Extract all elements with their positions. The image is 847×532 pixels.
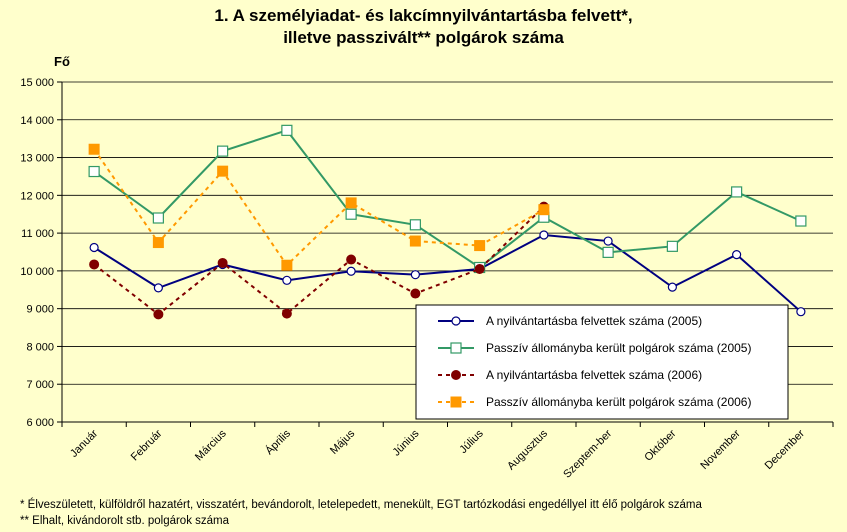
- legend-marker: [451, 316, 461, 326]
- chart-title-line-1: 1. A személyiadat- és lakcímnyilvántartá…: [214, 6, 633, 25]
- legend-marker: [450, 342, 462, 354]
- data-point: [731, 186, 743, 198]
- data-point: [732, 250, 742, 260]
- data-point: [409, 219, 421, 231]
- legend-label: A nyilvántartásba felvettek száma (2006): [486, 368, 702, 382]
- legend: A nyilvántartásba felvettek száma (2005)…: [415, 304, 789, 420]
- data-point: [152, 212, 164, 224]
- data-point: [409, 235, 421, 247]
- footnote-1: * Élveszületett, külföldről hazatért, vi…: [20, 499, 702, 511]
- x-tick-label: Június: [391, 427, 422, 458]
- data-point: [346, 254, 357, 265]
- series-line-3: [93, 205, 545, 316]
- data-point: [539, 230, 549, 240]
- x-tick-label: December: [763, 427, 808, 472]
- series-line-4: [93, 148, 545, 267]
- data-point: [667, 282, 677, 292]
- series-line-1: [93, 233, 802, 313]
- data-point: [795, 215, 807, 227]
- data-point: [410, 270, 420, 280]
- data-point: [796, 307, 806, 317]
- data-point: [666, 240, 678, 252]
- chart-title-line-2: illetve passzivált** polgárok száma: [283, 28, 564, 47]
- y-tick-label: 14 000: [20, 115, 54, 127]
- legend-marker: [450, 396, 462, 408]
- y-tick-label: 10 000: [20, 266, 54, 278]
- data-point: [152, 237, 164, 249]
- footnote-2: ** Elhalt, kivándorolt stb. polgárok szá…: [20, 515, 230, 527]
- y-tick-label: 13 000: [20, 153, 54, 165]
- data-point: [474, 240, 486, 252]
- data-point: [217, 145, 229, 157]
- x-tick-label: Május: [328, 427, 358, 457]
- x-tick-label: Április: [263, 427, 294, 458]
- y-tick-label: 6 000: [26, 417, 54, 429]
- data-point: [474, 264, 485, 274]
- y-tick-label: 7 000: [26, 379, 54, 391]
- x-tick-label: November: [698, 427, 743, 472]
- legend-marker: [451, 370, 461, 380]
- y-tick-label: 15 000: [20, 77, 54, 89]
- y-tick-label: 8 000: [26, 341, 54, 353]
- data-point: [281, 259, 293, 271]
- data-point: [346, 266, 356, 276]
- data-point: [89, 242, 99, 253]
- series-line-2: [93, 129, 802, 269]
- legend-label: A nyilvántartásba felvettek száma (2005): [486, 314, 702, 328]
- data-point: [345, 197, 357, 209]
- data-point: [89, 259, 100, 270]
- x-tick-label: Március: [193, 427, 229, 463]
- data-point: [281, 308, 292, 319]
- x-tick-label: Október: [642, 427, 678, 463]
- x-tick-label: Január: [68, 427, 101, 460]
- legend-box: [415, 304, 789, 420]
- data-point: [281, 124, 293, 136]
- data-point: [410, 288, 421, 299]
- legend-label: Passzív állományba került polgárok száma…: [486, 395, 751, 409]
- data-point: [217, 165, 229, 177]
- legend-label: Passzív állományba került polgárok száma…: [486, 341, 751, 355]
- y-tick-label: 9 000: [26, 304, 54, 316]
- data-point: [603, 236, 613, 246]
- data-point: [282, 275, 292, 285]
- data-point: [153, 309, 164, 320]
- data-point: [153, 283, 163, 293]
- x-tick-label: Augusztus: [505, 427, 550, 472]
- data-point: [88, 143, 100, 155]
- x-tick-label: Július: [457, 427, 486, 456]
- data-point: [345, 208, 357, 220]
- data-point: [538, 204, 550, 216]
- series: [88, 124, 807, 320]
- y-tick-label: 11 000: [21, 228, 54, 240]
- y-axis-label: Fő: [54, 54, 70, 69]
- data-point: [217, 257, 228, 268]
- data-point: [88, 165, 100, 178]
- x-tick-label: Február: [129, 427, 165, 463]
- y-tick-label: 12 000: [20, 190, 54, 202]
- x-tick-label: Szeptem-ber: [561, 427, 614, 480]
- data-point: [602, 246, 614, 258]
